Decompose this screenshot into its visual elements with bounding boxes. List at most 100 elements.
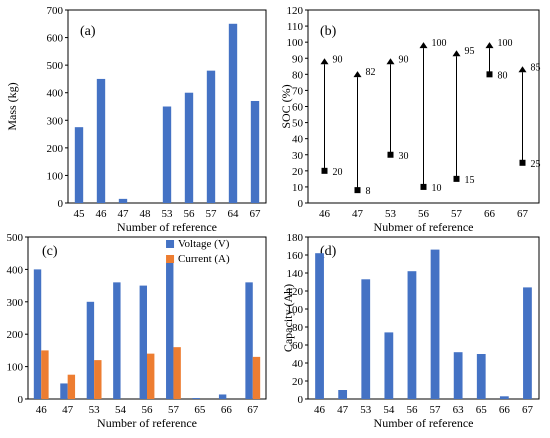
x-axis-label: Number of reference xyxy=(117,220,217,234)
x-tick-label: 57 xyxy=(168,404,180,416)
y-tick-label: 40 xyxy=(292,134,304,146)
x-tick-label: 54 xyxy=(115,404,127,416)
bar xyxy=(228,23,238,203)
x-tick-label: 47 xyxy=(352,208,364,220)
bar xyxy=(453,352,463,399)
bar xyxy=(218,394,227,399)
y-tick-label: 30 xyxy=(292,150,304,162)
max-soc-marker xyxy=(518,66,527,73)
bar xyxy=(162,106,172,203)
x-tick-label: 66 xyxy=(484,208,496,220)
y-tick-label: 0 xyxy=(298,394,304,406)
max-soc-label: 95 xyxy=(465,46,475,57)
x-axis-label: Number of reference xyxy=(97,416,197,430)
y-tick-label: 0 xyxy=(18,394,24,406)
bar xyxy=(173,347,181,399)
x-tick-label: 53 xyxy=(89,404,101,416)
bar xyxy=(60,383,68,399)
bar xyxy=(33,269,42,399)
bar xyxy=(67,374,76,399)
min-soc-label: 10 xyxy=(432,183,442,194)
max-soc-marker xyxy=(386,58,395,65)
x-tick-label: 47 xyxy=(118,208,130,220)
bar xyxy=(523,287,532,399)
max-soc-label: 85 xyxy=(531,62,541,73)
x-tick-label: 46 xyxy=(96,208,108,220)
x-tick-label: 57 xyxy=(430,404,442,416)
x-tick-label: 65 xyxy=(476,404,488,416)
x-tick-label: 67 xyxy=(517,208,529,220)
min-soc-marker xyxy=(519,159,526,166)
y-tick-label: 20 xyxy=(292,376,304,388)
max-soc-label: 90 xyxy=(399,54,409,65)
x-tick-label: 46 xyxy=(314,404,326,416)
y-tick-label: 50 xyxy=(292,118,304,130)
min-soc-label: 8 xyxy=(366,186,371,197)
panel-label: (d) xyxy=(320,244,337,259)
bar xyxy=(361,279,371,399)
y-tick-label: 70 xyxy=(292,85,304,97)
max-soc-label: 82 xyxy=(366,67,376,78)
x-tick-label: 66 xyxy=(499,404,511,416)
min-soc-marker xyxy=(354,187,361,194)
x-tick-label: 53 xyxy=(162,208,174,220)
x-tick-label: 67 xyxy=(247,404,259,416)
max-soc-marker xyxy=(419,42,428,49)
min-soc-marker xyxy=(486,71,493,78)
min-soc-marker xyxy=(321,167,328,174)
bar xyxy=(384,332,394,399)
y-tick-label: 90 xyxy=(292,53,304,65)
bar xyxy=(430,249,440,399)
bar xyxy=(139,285,147,399)
y-tick-label: 180 xyxy=(287,232,304,244)
min-soc-label: 15 xyxy=(465,175,475,186)
y-tick-label: 400 xyxy=(47,88,64,100)
bar xyxy=(147,353,155,399)
bar xyxy=(407,271,417,399)
y-tick-label: 60 xyxy=(292,102,304,114)
x-tick-label: 53 xyxy=(360,404,372,416)
y-tick-label: 600 xyxy=(47,33,64,45)
x-tick-label: 45 xyxy=(74,208,86,220)
y-tick-label: 700 xyxy=(47,5,64,17)
x-tick-label: 56 xyxy=(184,208,196,220)
y-tick-label: 110 xyxy=(287,21,304,33)
legend-swatch xyxy=(166,255,175,263)
y-tick-label: 80 xyxy=(292,322,304,334)
x-tick-label: 56 xyxy=(418,208,430,220)
max-soc-label: 100 xyxy=(498,38,513,49)
legend-label: Current (A) xyxy=(178,253,230,265)
y-tick-label: 160 xyxy=(287,250,304,262)
bar xyxy=(118,198,128,203)
min-soc-label: 80 xyxy=(498,70,508,81)
chart-panel-a: 0 100 200 300 400 500 600 700 45 46 47 48 53 56 57 64 67… xyxy=(5,5,267,234)
x-axis-label: Nubmer of reference xyxy=(374,220,474,234)
x-tick-label: 56 xyxy=(142,404,154,416)
bar xyxy=(86,301,95,399)
x-tick-label: 53 xyxy=(385,208,397,220)
x-tick-label: 47 xyxy=(62,404,74,416)
chart-panel-c: 0 100 200 300 400 500 46 47 53 54 56 57 65 66 67 Number… xyxy=(7,232,267,430)
bar xyxy=(96,78,106,203)
min-soc-marker xyxy=(387,151,394,158)
y-tick-label: 120 xyxy=(287,5,304,17)
chart-panel-d: 0 20 40 60 80 100 120 140 160 180 46 47 53 54 56 57 63 65… xyxy=(281,232,540,430)
y-tick-label: 100 xyxy=(47,170,64,182)
y-axis-label: SOC (%) xyxy=(279,84,293,128)
y-tick-label: 0 xyxy=(58,198,64,210)
y-tick-label: 100 xyxy=(7,362,24,374)
x-tick-label: 46 xyxy=(36,404,48,416)
y-tick-label: 500 xyxy=(7,232,24,244)
y-tick-label: 60 xyxy=(292,340,304,352)
x-tick-label: 56 xyxy=(406,404,418,416)
bar xyxy=(245,282,253,399)
panel-label: (b) xyxy=(320,24,337,39)
bar xyxy=(338,390,348,399)
x-axis-label: Number of reference xyxy=(374,416,474,430)
y-tick-label: 500 xyxy=(47,60,64,72)
x-tick-label: 64 xyxy=(228,208,240,220)
bar xyxy=(74,127,84,203)
min-soc-marker xyxy=(453,175,460,182)
x-tick-label: 54 xyxy=(383,404,395,416)
